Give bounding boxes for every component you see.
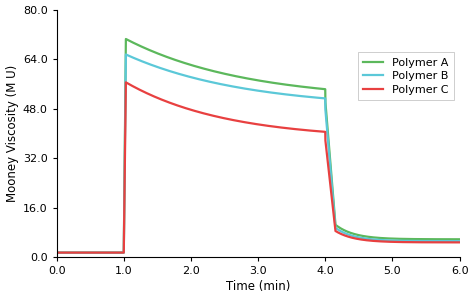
Polymer A <box>355 233 360 237</box>
Polymer B <box>385 239 391 242</box>
Polymer A <box>123 37 129 41</box>
Polymer C <box>457 241 463 244</box>
Polymer B <box>296 94 301 97</box>
Line: Polymer A: Polymer A <box>56 39 460 253</box>
Polymer B <box>123 53 129 56</box>
Polymer A <box>54 251 59 254</box>
Polymer C <box>316 129 322 133</box>
Polymer C <box>385 240 391 243</box>
Polymer B <box>355 235 360 239</box>
X-axis label: Time (min): Time (min) <box>226 280 290 293</box>
Polymer C <box>123 80 129 84</box>
Line: Polymer B: Polymer B <box>56 54 460 253</box>
Polymer C <box>54 251 59 254</box>
Polymer A <box>127 39 133 43</box>
Polymer B <box>127 54 133 58</box>
Polymer A <box>457 237 463 241</box>
Polymer A <box>208 69 213 72</box>
Line: Polymer C: Polymer C <box>56 82 460 253</box>
Polymer A <box>296 84 301 88</box>
Polymer C <box>127 83 133 86</box>
Polymer C <box>296 128 301 131</box>
Polymer B <box>208 80 213 84</box>
Polymer B <box>316 96 322 100</box>
Polymer A <box>385 237 391 240</box>
Legend: Polymer A, Polymer B, Polymer C: Polymer A, Polymer B, Polymer C <box>357 52 454 100</box>
Polymer B <box>54 251 59 254</box>
Polymer C <box>208 113 213 117</box>
Polymer B <box>457 239 463 243</box>
Polymer C <box>355 237 360 241</box>
Polymer A <box>316 87 322 90</box>
Y-axis label: Mooney Viscosity (M U): Mooney Viscosity (M U) <box>6 65 18 202</box>
